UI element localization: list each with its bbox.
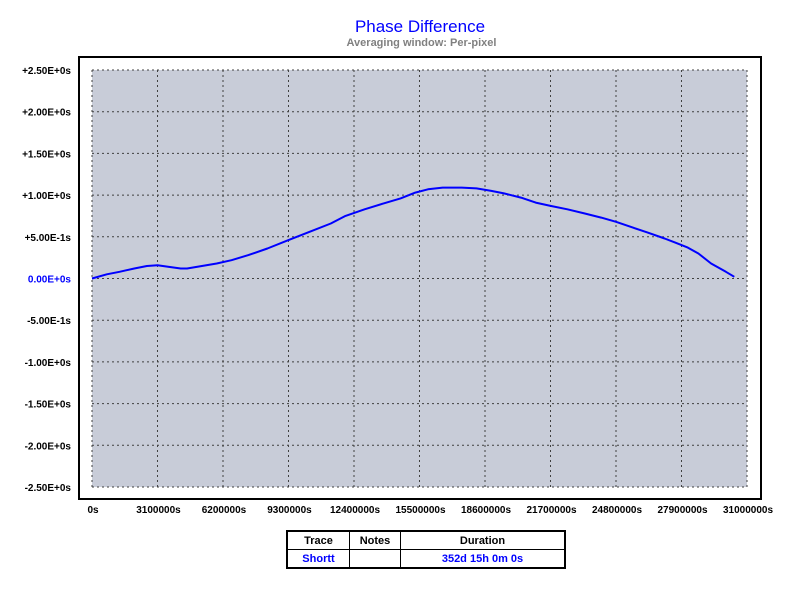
legend-header-row: Trace Notes Duration — [286, 530, 566, 550]
y-tick-label: 0.00E+0s — [28, 275, 72, 286]
y-tick-label: -5.00E-1s — [27, 316, 71, 327]
x-axis-labels: 0s 3100000s 6200000s 9300000s 12400000s 15500… — [87, 505, 773, 516]
legend-row: Shortt 352d 15h 0m 0s — [286, 549, 566, 569]
x-tick-label: 6200000s — [202, 505, 247, 516]
x-tick-label: 3100000s — [136, 505, 181, 516]
gridlines — [91, 69, 748, 488]
legend-header-duration: Duration — [400, 530, 566, 550]
legend-header-notes: Notes — [349, 530, 401, 550]
y-tick-label: +2.50E+0s — [22, 66, 71, 77]
x-tick-label: 15500000s — [395, 505, 445, 516]
x-tick-label: 0s — [87, 505, 99, 516]
x-tick-label: 18600000s — [461, 505, 511, 516]
series-line-shortt — [91, 186, 735, 280]
legend-trace-name: Shortt — [286, 549, 350, 569]
x-tick-label: 21700000s — [526, 505, 576, 516]
y-tick-label: -2.50E+0s — [25, 483, 72, 494]
x-tick-label: 9300000s — [267, 505, 312, 516]
y-tick-label: -1.50E+0s — [25, 400, 72, 411]
y-axis-labels: +2.50E+0s +2.00E+0s +1.50E+0s +1.00E+0s +5.0… — [22, 66, 71, 494]
legend-header-trace: Trace — [286, 530, 350, 550]
series-group — [91, 186, 735, 280]
x-tick-label: 27900000s — [657, 505, 707, 516]
chart-subtitle: Averaging window: Per-pixel — [346, 37, 497, 49]
y-tick-label: -2.00E+0s — [25, 441, 72, 452]
y-tick-label: +1.00E+0s — [22, 191, 71, 202]
x-tick-label: 31000000s — [723, 505, 773, 516]
chart-title: Phase Difference — [354, 17, 486, 36]
y-tick-label: +2.00E+0s — [22, 108, 71, 119]
trace-legend-table: Trace Notes Duration Shortt 352d 15h 0m … — [286, 530, 566, 569]
legend-duration: 352d 15h 0m 0s — [400, 549, 566, 569]
legend-notes — [349, 549, 401, 569]
y-tick-label: +1.50E+0s — [22, 149, 71, 160]
x-tick-label: 12400000s — [330, 505, 380, 516]
y-tick-label: +5.00E-1s — [25, 233, 72, 244]
y-tick-label: -1.00E+0s — [25, 358, 72, 369]
x-tick-label: 24800000s — [592, 505, 642, 516]
